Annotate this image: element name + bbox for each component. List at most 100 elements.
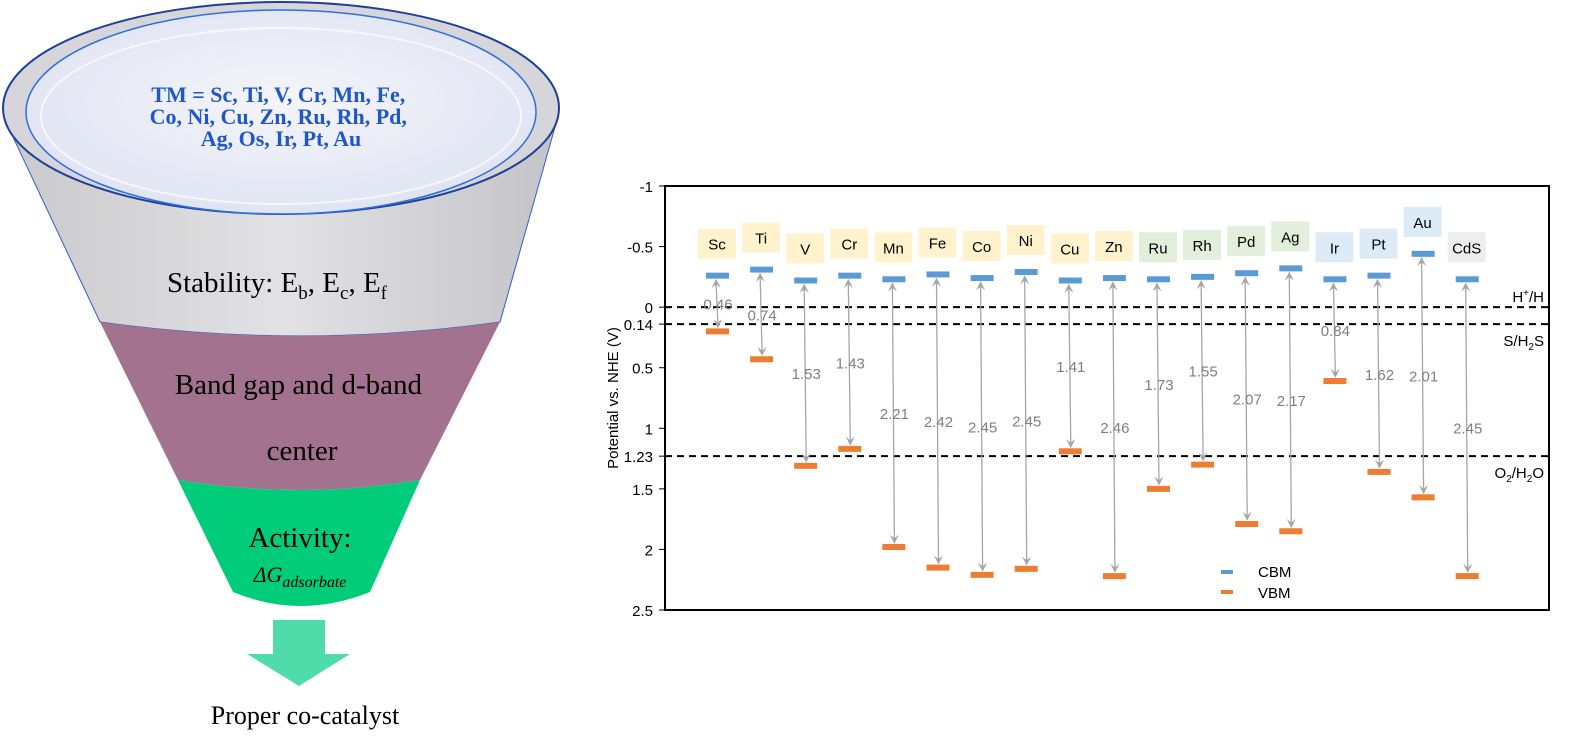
- cbm-marker: [1455, 276, 1479, 283]
- band-gap-label: 0.84: [1321, 323, 1350, 340]
- element-label: Pt: [1371, 237, 1386, 254]
- legend-vbm-label: VBM: [1258, 585, 1291, 602]
- vbm-marker: [882, 544, 906, 551]
- category-ag: Ag 2.17: [1271, 221, 1310, 535]
- band-gap-arrow: [843, 278, 855, 446]
- funnel-diagram: TM = Sc, Ti, V, Cr, Mn, Fe, Co, Ni, Cu, …: [2, 1, 560, 730]
- element-label-box: [1139, 232, 1177, 263]
- category-pd: Pd 2.07: [1227, 226, 1266, 527]
- rim-highlight: [40, 27, 522, 205]
- element-label: CdS: [1452, 240, 1481, 257]
- vbm-marker: [1191, 461, 1215, 468]
- element-label: Rh: [1193, 238, 1212, 255]
- reference-line-label: S/H2S: [1503, 333, 1544, 353]
- band-gap-arrow: [1020, 275, 1032, 566]
- element-label-box: [1227, 226, 1266, 257]
- band-gap-arrow: [1064, 283, 1076, 449]
- vbm-marker: [1058, 448, 1082, 455]
- element-label-box: [1094, 231, 1133, 262]
- cbm-marker: [1235, 270, 1259, 277]
- reference-line-label: H+/H: [1512, 288, 1544, 306]
- element-label: V: [800, 241, 810, 258]
- band-gap-label: 1.43: [836, 355, 865, 372]
- element-label-box: [1183, 229, 1222, 260]
- y-tick-label: 2: [645, 542, 653, 559]
- cbm-marker: [794, 277, 818, 284]
- band-gap-label: 2.17: [1277, 393, 1306, 410]
- band-gap-arrow: [1196, 280, 1208, 462]
- cbm-marker: [1147, 276, 1170, 283]
- band-gap-arrow: [1461, 282, 1473, 573]
- element-label: Ni: [1019, 233, 1033, 250]
- element-label-box: [962, 231, 1001, 262]
- cbm-marker: [838, 272, 862, 279]
- y-tick-label: -0.5: [627, 240, 653, 257]
- y-tick-label: 1.5: [632, 482, 653, 499]
- vbm-marker: [794, 462, 818, 469]
- element-label: Zn: [1105, 239, 1123, 256]
- vbm-marker: [1102, 573, 1126, 580]
- vbm-marker: [1235, 520, 1259, 527]
- element-label: Ti: [755, 231, 767, 248]
- category-ir: Ir 0.84: [1315, 232, 1354, 385]
- vbm-marker: [750, 356, 774, 363]
- cbm-marker: [1014, 269, 1038, 276]
- tm-line-1: TM = Sc, Ti, V, Cr, Mn, Fe,: [151, 82, 405, 107]
- y-tick-label: 0: [645, 300, 653, 317]
- output-label: Proper co-catalyst: [211, 701, 400, 730]
- legend-cbm-swatch: [1221, 570, 1233, 574]
- band-gap-arrow: [1152, 282, 1164, 486]
- legend: CBM VBM: [1221, 564, 1291, 602]
- element-label: Au: [1413, 215, 1431, 232]
- element-label-box: [1006, 225, 1045, 256]
- element-label-box: [1050, 233, 1089, 264]
- category-cr: Cr 1.43: [830, 228, 869, 452]
- vbm-marker: [970, 571, 994, 578]
- band-gap-arrow: [887, 282, 899, 544]
- cbm-marker: [706, 272, 729, 279]
- tm-list: TM = Sc, Ti, V, Cr, Mn, Fe, Co, Ni, Cu, …: [150, 82, 413, 151]
- y-tick-label: -1: [640, 179, 653, 196]
- category-v: V 1.53: [786, 233, 825, 469]
- category-co: Co 2.45: [962, 231, 1001, 578]
- category-ni: Ni 2.45: [1006, 225, 1045, 572]
- band-gap-label: 2.46: [1100, 420, 1129, 437]
- band-gap-arrow: [1240, 276, 1252, 521]
- category-zn: Zn 2.46: [1094, 231, 1133, 580]
- band-gap-arrow: [799, 283, 811, 463]
- element-label: Ir: [1330, 240, 1339, 257]
- legend-vbm-swatch: [1221, 590, 1233, 594]
- reference-lines: H+/H S/H2S O2/H2O: [665, 288, 1549, 485]
- band-gap-label: 2.21: [880, 406, 909, 423]
- category-fe: Fe 2.42: [918, 227, 957, 571]
- band-gap-label: 2.01: [1409, 369, 1438, 386]
- vbm-marker: [1411, 494, 1435, 501]
- tm-line-3: Ag, Os, Ir, Pt, Au: [201, 126, 362, 151]
- category-pt: Pt 1.62: [1359, 228, 1398, 475]
- band-gap-label: 0.74: [747, 307, 776, 324]
- cbm-marker: [1367, 272, 1391, 279]
- vbm-marker: [1367, 468, 1391, 475]
- band-gap-arrow: [711, 278, 723, 329]
- element-label-box: [1447, 232, 1486, 263]
- band-gap-label: 2.45: [1453, 421, 1482, 438]
- y-tick-label: 1.23: [624, 449, 653, 466]
- element-label: Cr: [841, 237, 857, 254]
- y-tick-label: 0.5: [632, 361, 653, 378]
- band-gap-label: 0.46: [703, 297, 732, 314]
- band-gap-arrow: [755, 272, 767, 357]
- vbm-marker: [1014, 565, 1038, 572]
- y-tick-label: 1: [645, 421, 653, 438]
- element-label: Cu: [1060, 241, 1079, 258]
- element-label-box: [786, 233, 825, 264]
- vbm-marker: [1279, 528, 1303, 535]
- element-label-box: [918, 227, 957, 258]
- band-gap-label: 1.41: [1056, 359, 1085, 376]
- vbm-marker: [1323, 378, 1347, 385]
- category-sc: Sc 0.46: [698, 228, 736, 335]
- cbm-marker: [1058, 277, 1082, 284]
- element-label: Mn: [883, 240, 904, 257]
- tm-line-2: Co, Ni, Cu, Zn, Ru, Rh, Pd,: [150, 104, 407, 129]
- band-gap-arrow: [1108, 281, 1120, 573]
